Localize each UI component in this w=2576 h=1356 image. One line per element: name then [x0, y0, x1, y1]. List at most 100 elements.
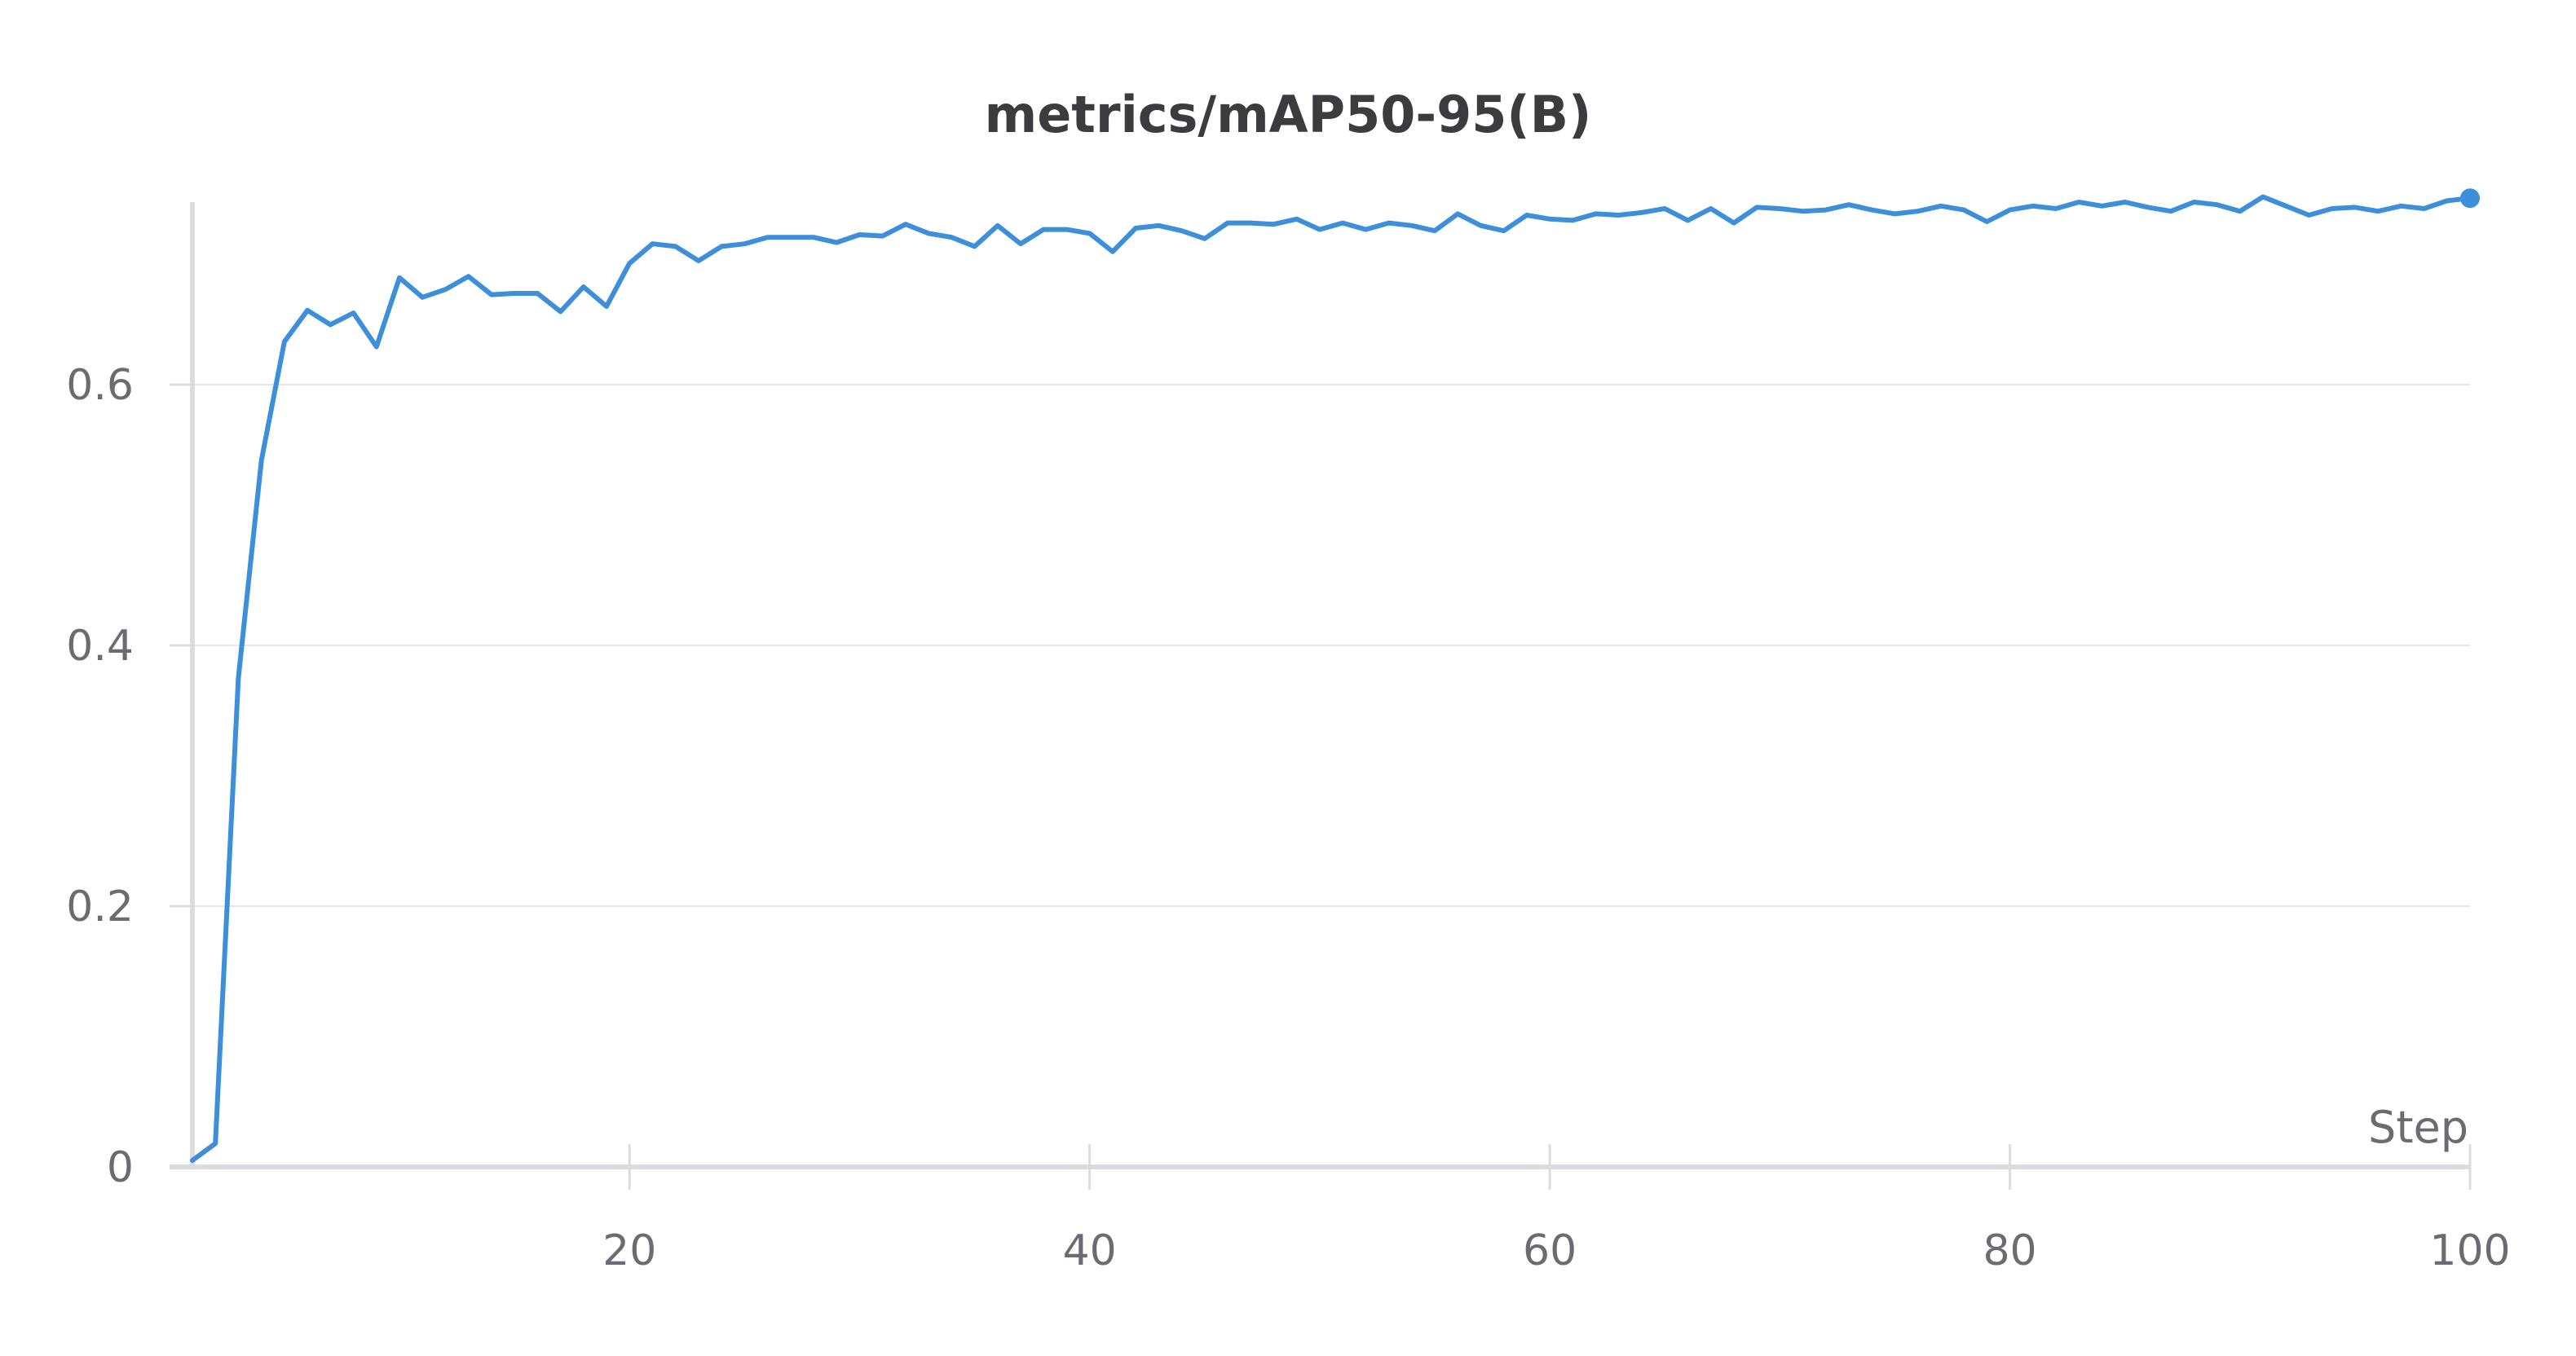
- data-point: [1570, 218, 1575, 222]
- data-point: [1317, 227, 1322, 232]
- data-point: [1156, 223, 1161, 228]
- data-point: [328, 322, 333, 327]
- data-point: [1639, 210, 1644, 215]
- data-point: [2123, 200, 2128, 205]
- data-point: [1685, 218, 1690, 222]
- data-point: [1087, 231, 1092, 236]
- data-point: [1547, 217, 1552, 222]
- x-tick-label: 100: [2429, 1226, 2510, 1275]
- data-point: [857, 232, 862, 237]
- data-point: [650, 241, 655, 246]
- chart-title: metrics/mAP50-95(B): [985, 85, 1592, 144]
- data-point: [1984, 219, 1989, 224]
- data-point: [811, 235, 816, 240]
- data-point: [1387, 221, 1392, 226]
- data-point: [2330, 206, 2335, 211]
- data-point: [1363, 227, 1368, 232]
- data-point: [719, 244, 724, 249]
- data-point: [2375, 209, 2380, 214]
- y-tick-label: 0.2: [66, 883, 134, 931]
- data-point: [2146, 205, 2150, 209]
- data-point: [236, 676, 240, 680]
- data-point: [1594, 211, 1599, 216]
- data-point: [259, 458, 264, 463]
- data-point: [1892, 211, 1897, 216]
- data-point: [1271, 222, 1276, 227]
- data-point: [1869, 208, 1874, 213]
- last-point-marker: [2460, 188, 2480, 209]
- y-tick-label: 0.6: [66, 361, 134, 410]
- data-point: [443, 287, 448, 292]
- data-point: [2191, 200, 2196, 205]
- axes: [170, 202, 2472, 1190]
- data-point: [2283, 204, 2288, 209]
- data-point: [420, 295, 425, 300]
- data-point: [765, 235, 770, 240]
- data-point: [1846, 202, 1851, 207]
- y-tick-label: 0: [107, 1143, 134, 1192]
- data-point: [1180, 228, 1184, 233]
- data-point: [1432, 228, 1437, 233]
- data-point: [696, 258, 701, 263]
- tick-labels: 0 0.2 0.4 0.6 20 40 60 80 100: [66, 361, 2510, 1275]
- data-point: [1110, 249, 1115, 254]
- x-tick-label: 80: [1983, 1226, 2036, 1275]
- data-point: [1731, 221, 1736, 226]
- data-point: [558, 309, 563, 314]
- data-point: [1502, 228, 1506, 233]
- data-point: [1202, 236, 1207, 241]
- data-point: [2099, 204, 2104, 209]
- data-point: [2306, 213, 2311, 218]
- data-point: [926, 231, 931, 236]
- data-point: [834, 240, 839, 245]
- data-point: [1777, 206, 1782, 211]
- data-point: [1295, 217, 1299, 222]
- data-point: [2238, 209, 2243, 214]
- data-point: [1961, 208, 1966, 213]
- x-axis-label: Step: [2368, 1102, 2468, 1153]
- data-point: [190, 1158, 195, 1163]
- x-tick-label: 60: [1523, 1226, 1577, 1275]
- x-tick-label: 40: [1063, 1226, 1117, 1275]
- data-point: [374, 345, 379, 350]
- data-point: [627, 261, 632, 266]
- data-point: [1064, 227, 1069, 232]
- data-point: [973, 244, 977, 249]
- data-point: [466, 274, 471, 279]
- data-point: [2008, 208, 2013, 213]
- x-tick-label: 20: [602, 1226, 656, 1275]
- data-point: [581, 284, 586, 289]
- series-layer: [190, 188, 2480, 1163]
- data-point: [397, 275, 402, 280]
- series-line: [190, 194, 2472, 1163]
- data-point: [1824, 208, 1828, 213]
- data-point: [282, 339, 287, 344]
- data-point: [2076, 200, 2081, 205]
- data-point: [903, 222, 908, 227]
- data-point: [1225, 221, 1230, 226]
- data-point: [2215, 202, 2220, 207]
- data-point: [512, 291, 517, 296]
- data-point: [535, 291, 540, 296]
- data-point: [1018, 241, 1023, 246]
- data-point: [1248, 221, 1253, 226]
- data-point: [1041, 227, 1046, 232]
- data-point: [2398, 204, 2403, 209]
- data-point: [1478, 223, 1483, 228]
- data-point: [1133, 226, 1138, 231]
- data-point: [2261, 195, 2265, 200]
- data-point: [949, 235, 954, 240]
- data-point: [742, 241, 747, 246]
- data-point: [2422, 206, 2427, 211]
- data-point: [2168, 209, 2173, 214]
- data-point: [1662, 206, 1667, 211]
- data-point: [1801, 209, 1806, 214]
- data-point: [2031, 204, 2036, 209]
- data-point: [1709, 206, 1714, 211]
- data-point: [995, 223, 1000, 228]
- data-point: [489, 293, 494, 297]
- y-tick-label: 0.4: [66, 622, 134, 671]
- data-point: [604, 304, 609, 309]
